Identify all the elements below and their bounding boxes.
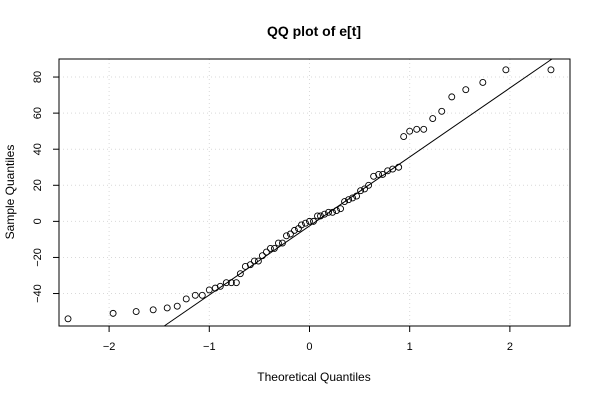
data-point	[341, 198, 349, 205]
data-point	[502, 66, 510, 74]
x-axis: −2 −1 0 1 2	[103, 325, 513, 353]
data-point	[254, 257, 262, 265]
grid	[59, 59, 570, 326]
data-point	[375, 171, 383, 178]
data-point	[227, 279, 235, 287]
y-tick-label: 20	[32, 179, 44, 191]
data-point	[262, 248, 270, 256]
data-point	[349, 194, 357, 202]
data-point	[479, 79, 487, 86]
data-point	[258, 252, 266, 260]
data-point	[370, 172, 378, 180]
data-point	[241, 263, 249, 270]
chart-title: QQ plot of e[t]	[267, 23, 361, 39]
data-points	[64, 66, 555, 323]
data-point	[222, 279, 230, 287]
data-point	[232, 279, 240, 287]
y-axis: −40 −20 0 20 40 60 80	[32, 71, 60, 303]
data-point	[302, 219, 309, 227]
data-point	[109, 309, 117, 317]
data-point	[357, 187, 365, 195]
data-point	[250, 257, 258, 265]
data-point	[329, 208, 336, 216]
data-point	[429, 115, 437, 122]
data-point	[216, 282, 224, 290]
data-point	[198, 291, 206, 299]
y-tick-label: 0	[32, 218, 44, 224]
data-point	[325, 208, 332, 216]
data-point	[384, 167, 392, 175]
data-point	[389, 165, 397, 173]
data-point	[163, 304, 171, 312]
x-axis-label: Theoretical Quantiles	[257, 370, 370, 384]
data-point	[448, 93, 456, 101]
y-tick-label: 40	[32, 143, 44, 155]
x-tick-label: 0	[306, 341, 312, 353]
data-point	[413, 125, 421, 133]
x-tick-label: −2	[103, 341, 116, 353]
data-point	[270, 244, 278, 252]
data-point	[191, 291, 199, 299]
data-point	[291, 226, 298, 234]
data-point	[314, 212, 321, 220]
x-tick-label: −1	[203, 341, 216, 353]
data-point	[266, 244, 274, 252]
data-point	[310, 217, 317, 225]
data-point	[278, 239, 286, 247]
y-tick-label: −40	[32, 284, 44, 303]
x-tick-label: 1	[407, 341, 413, 353]
data-point	[282, 232, 290, 240]
data-point	[205, 286, 213, 294]
data-point	[64, 315, 72, 323]
x-tick-label: 2	[507, 341, 513, 353]
y-tick-label: 60	[32, 107, 44, 119]
data-point	[306, 217, 313, 225]
data-point	[236, 270, 244, 278]
data-point	[173, 302, 181, 310]
data-point	[182, 295, 190, 303]
data-point	[132, 308, 140, 316]
y-tick-label: −20	[32, 248, 44, 267]
data-point	[365, 181, 373, 189]
data-point	[274, 239, 282, 247]
data-point	[321, 210, 328, 218]
data-point	[547, 66, 555, 74]
y-tick-label: 80	[32, 71, 44, 83]
data-point	[462, 86, 470, 94]
data-point	[379, 171, 387, 178]
data-point	[317, 212, 324, 220]
data-point	[287, 230, 294, 238]
data-point	[337, 205, 345, 213]
data-point	[353, 192, 361, 200]
data-point	[333, 207, 340, 214]
data-point	[400, 133, 408, 141]
data-point	[246, 261, 254, 269]
data-point	[149, 306, 157, 314]
y-axis-label: Sample Quantiles	[3, 145, 17, 240]
data-point	[438, 107, 446, 115]
data-point	[211, 284, 219, 292]
data-point	[361, 185, 369, 193]
data-point	[298, 221, 305, 229]
data-point	[420, 125, 428, 133]
data-point	[395, 163, 403, 171]
data-point	[406, 127, 414, 135]
data-point	[345, 196, 353, 204]
